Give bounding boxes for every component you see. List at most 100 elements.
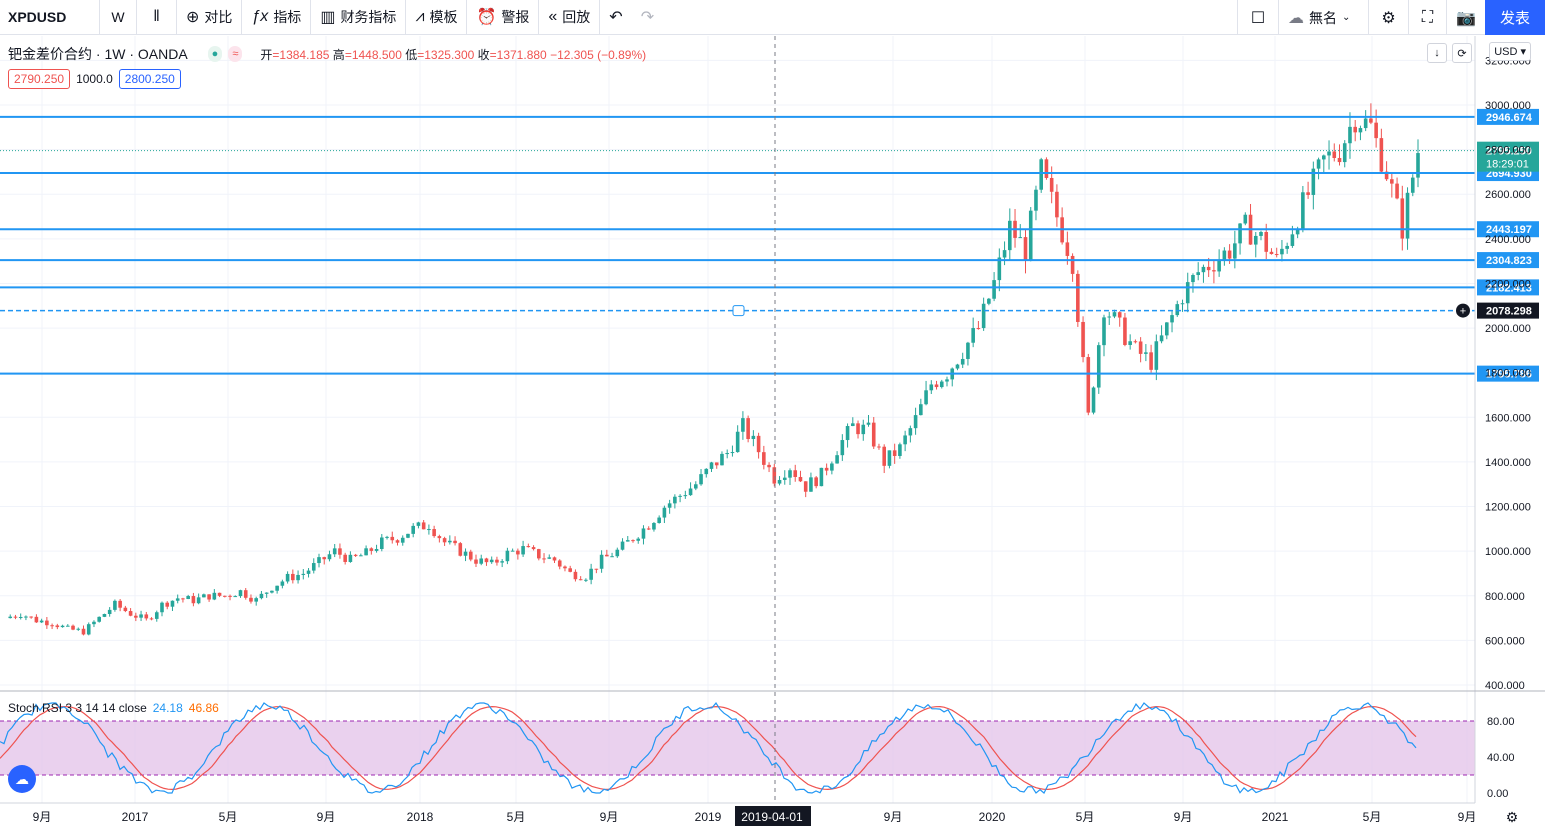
candle-body [877, 446, 881, 448]
candle-body [782, 477, 787, 480]
candle-body [97, 616, 101, 622]
candle-body [264, 592, 269, 594]
time-tick-label: 9月 [33, 810, 52, 824]
candle-body [709, 462, 714, 469]
candle-body [563, 566, 567, 569]
candle-body [113, 600, 117, 610]
candle-body [652, 522, 656, 530]
time-tick-label: 5月 [219, 810, 238, 824]
candle-body [186, 596, 190, 600]
alerts-button[interactable]: ⏰ 警报 [467, 0, 540, 35]
candle-body [819, 467, 824, 487]
fullscreen-button[interactable]: ⛶ [1409, 0, 1447, 35]
candle-body [1091, 387, 1096, 413]
open-label: 开 [260, 47, 273, 62]
candle-body [1285, 245, 1289, 249]
financials-button[interactable]: ▥ 财务指标 [311, 0, 407, 35]
layout-name-button[interactable]: ☁ 無名 ⌄ [1279, 0, 1369, 35]
candle-body [934, 384, 939, 388]
price-tick-label: 2400.000 [1485, 234, 1531, 246]
undo-icon: ↶ [609, 9, 623, 26]
candle-body [746, 418, 750, 440]
candle-body [840, 440, 845, 456]
candle-body [306, 570, 311, 574]
candle-body [453, 540, 457, 544]
buy-price-button[interactable]: 2800.250 [118, 69, 181, 89]
candle-body [170, 600, 175, 607]
symbol-search-button[interactable]: XPDUSD [0, 0, 100, 35]
candle-body [699, 474, 703, 485]
candle-body [667, 503, 672, 508]
candle-body [537, 549, 541, 559]
candle-body [945, 379, 949, 382]
refresh-icon[interactable]: ⟳ [1452, 43, 1472, 63]
time-tick-label: 9月 [1458, 810, 1477, 824]
candle-body [1112, 312, 1117, 317]
layout-select-button[interactable]: ☐ [1237, 0, 1279, 35]
candle-body [851, 423, 855, 427]
candle-body [1337, 157, 1342, 163]
tradingview-logo[interactable]: ☁ [8, 765, 36, 793]
time-tick-label: 2017 [122, 810, 149, 824]
indicators-button[interactable]: ƒx 指标 [242, 0, 312, 35]
redo-icon: ↷ [640, 9, 655, 26]
currency-select[interactable]: USD ▾ [1489, 42, 1531, 61]
candle-body [803, 481, 808, 492]
candle-body [196, 597, 201, 604]
candle-body [714, 462, 719, 466]
chart-type-button[interactable]: ǁ [137, 0, 177, 35]
publish-button[interactable]: 发表 [1485, 0, 1545, 35]
candle-body [552, 557, 557, 561]
candle-body [1023, 237, 1028, 261]
redo-button[interactable]: ↷ [632, 0, 663, 35]
compare-button[interactable]: ⊕ 对比 [177, 0, 243, 35]
candle-body [531, 547, 536, 550]
download-icon[interactable]: ↓ [1427, 43, 1447, 63]
candle-body [1301, 192, 1305, 230]
legend-title[interactable]: 钯金差价合约 · 1W · OANDA [8, 46, 188, 62]
sell-price-button[interactable]: 2790.250 [8, 69, 71, 89]
templates-button[interactable]: ⩘ 模板 [406, 0, 468, 35]
candle-body [1144, 352, 1148, 354]
candle-body [1264, 231, 1269, 252]
candle-body [217, 592, 222, 596]
stoch-d-value: 46.86 [188, 701, 219, 715]
candle-body [327, 554, 332, 560]
templates-label: 模板 [429, 9, 458, 25]
data-delay-icon[interactable]: ≈ [228, 46, 243, 62]
candle-body [1410, 177, 1415, 193]
candle-body [777, 479, 782, 484]
candle-body [516, 550, 520, 555]
candle-body [202, 594, 206, 598]
market-status-icon[interactable]: ● [207, 46, 223, 62]
interval-button[interactable]: W [100, 0, 137, 35]
settings-button[interactable]: ⚙ [1369, 0, 1409, 35]
candle-body [662, 507, 667, 518]
candle-body [1165, 322, 1169, 336]
hline-price-label: 2443.197 [1486, 224, 1532, 236]
fullscreen-icon: ⛶ [1421, 8, 1434, 26]
add-alert-icon [1456, 303, 1470, 318]
candle-body [1034, 189, 1038, 211]
candle-body [992, 280, 996, 299]
candle-body [939, 381, 944, 388]
high-value: =1448.500 [344, 47, 402, 62]
hline-price-box [1477, 221, 1539, 238]
snapshot-button[interactable]: 📷 [1447, 0, 1485, 35]
stoch-rsi-legend[interactable]: Stoch RSI 3 3 14 14 close 24.18 46.86 [8, 701, 219, 715]
candle-body [641, 528, 646, 539]
candle-body [76, 628, 81, 630]
stoch-k-value: 24.18 [152, 701, 183, 715]
price-tick-label: 2000.000 [1485, 323, 1531, 335]
candle-body [1018, 237, 1023, 239]
candle-body [505, 550, 510, 562]
candle-body [1269, 251, 1274, 255]
candle-body [212, 592, 217, 600]
replay-button[interactable]: «回放 [539, 0, 601, 35]
undo-button[interactable]: ↶ [600, 0, 631, 35]
candle-body [568, 568, 572, 572]
candle-body [955, 364, 960, 369]
candle-body [55, 625, 60, 628]
candle-body [468, 551, 473, 560]
